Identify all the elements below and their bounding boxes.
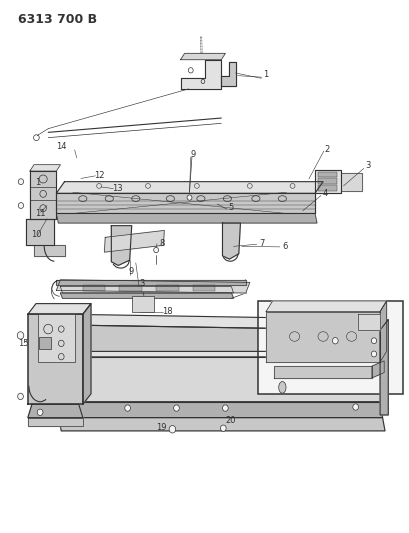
Ellipse shape bbox=[332, 337, 337, 344]
Polygon shape bbox=[314, 170, 341, 193]
Polygon shape bbox=[274, 366, 371, 378]
Text: 6313 700 B: 6313 700 B bbox=[18, 13, 97, 26]
Bar bbox=[192, 285, 215, 292]
Ellipse shape bbox=[187, 195, 191, 200]
Ellipse shape bbox=[18, 203, 24, 208]
Polygon shape bbox=[26, 219, 54, 245]
Ellipse shape bbox=[352, 404, 357, 410]
Ellipse shape bbox=[371, 338, 376, 344]
Text: 13: 13 bbox=[112, 183, 123, 192]
Text: 6: 6 bbox=[282, 242, 287, 251]
Text: 14: 14 bbox=[56, 142, 67, 151]
Polygon shape bbox=[28, 405, 83, 418]
Text: 22: 22 bbox=[346, 369, 357, 378]
Ellipse shape bbox=[220, 425, 226, 431]
Text: 17: 17 bbox=[64, 373, 75, 382]
Text: 16: 16 bbox=[54, 359, 65, 367]
Bar bbox=[39, 337, 51, 349]
Polygon shape bbox=[180, 53, 225, 60]
Ellipse shape bbox=[124, 405, 130, 411]
Polygon shape bbox=[222, 223, 240, 259]
Bar bbox=[83, 285, 105, 292]
Text: 21: 21 bbox=[306, 371, 316, 380]
Text: 3: 3 bbox=[364, 161, 370, 170]
Polygon shape bbox=[180, 60, 221, 89]
Polygon shape bbox=[379, 301, 386, 362]
Polygon shape bbox=[221, 62, 235, 86]
Polygon shape bbox=[341, 173, 361, 191]
Ellipse shape bbox=[173, 405, 179, 411]
Text: 8: 8 bbox=[159, 239, 164, 248]
Polygon shape bbox=[56, 314, 387, 330]
Polygon shape bbox=[56, 182, 322, 193]
Polygon shape bbox=[56, 193, 314, 214]
Polygon shape bbox=[83, 304, 91, 405]
Polygon shape bbox=[28, 418, 83, 425]
Polygon shape bbox=[104, 230, 164, 252]
Polygon shape bbox=[56, 402, 382, 418]
Text: 12: 12 bbox=[94, 171, 104, 180]
Polygon shape bbox=[371, 361, 383, 378]
Polygon shape bbox=[56, 280, 249, 293]
Ellipse shape bbox=[222, 405, 228, 411]
Text: 19: 19 bbox=[156, 423, 166, 432]
Text: 18: 18 bbox=[162, 306, 173, 316]
Polygon shape bbox=[58, 418, 384, 431]
Text: 5: 5 bbox=[228, 203, 234, 212]
Text: 11: 11 bbox=[35, 209, 45, 218]
Ellipse shape bbox=[18, 393, 23, 400]
Polygon shape bbox=[265, 301, 386, 312]
Text: 9: 9 bbox=[128, 268, 133, 276]
Bar bbox=[156, 285, 178, 292]
Polygon shape bbox=[56, 214, 316, 223]
Ellipse shape bbox=[37, 409, 43, 416]
Bar bbox=[38, 314, 74, 362]
Polygon shape bbox=[56, 325, 379, 351]
Text: 15: 15 bbox=[18, 339, 29, 348]
Ellipse shape bbox=[169, 425, 175, 433]
Bar bbox=[317, 179, 336, 184]
Polygon shape bbox=[28, 304, 91, 314]
Text: 9: 9 bbox=[191, 150, 196, 159]
Bar bbox=[131, 296, 154, 312]
Text: 10: 10 bbox=[31, 230, 42, 239]
Bar bbox=[257, 301, 402, 394]
Bar bbox=[317, 172, 336, 177]
Polygon shape bbox=[56, 280, 245, 285]
Ellipse shape bbox=[278, 382, 285, 393]
Text: 20: 20 bbox=[225, 416, 235, 425]
Text: 1: 1 bbox=[34, 178, 40, 187]
Polygon shape bbox=[60, 287, 233, 293]
Text: 4: 4 bbox=[322, 189, 327, 198]
Polygon shape bbox=[265, 312, 379, 362]
Text: 23: 23 bbox=[263, 377, 274, 386]
Text: 2: 2 bbox=[324, 146, 329, 155]
Text: 7: 7 bbox=[258, 239, 264, 248]
Polygon shape bbox=[60, 293, 233, 298]
Polygon shape bbox=[56, 357, 379, 402]
Text: 3: 3 bbox=[139, 279, 144, 288]
Bar bbox=[119, 285, 142, 292]
Ellipse shape bbox=[17, 332, 24, 339]
Bar bbox=[317, 185, 336, 191]
Polygon shape bbox=[28, 314, 83, 405]
Ellipse shape bbox=[153, 247, 158, 253]
Polygon shape bbox=[30, 165, 60, 171]
Text: 1: 1 bbox=[262, 70, 267, 79]
Polygon shape bbox=[30, 171, 56, 219]
Polygon shape bbox=[34, 245, 64, 256]
Polygon shape bbox=[56, 351, 383, 357]
Polygon shape bbox=[357, 314, 379, 330]
Ellipse shape bbox=[18, 179, 24, 184]
Polygon shape bbox=[379, 319, 387, 415]
Ellipse shape bbox=[371, 351, 376, 357]
Polygon shape bbox=[111, 225, 131, 265]
Text: 24: 24 bbox=[267, 359, 278, 367]
